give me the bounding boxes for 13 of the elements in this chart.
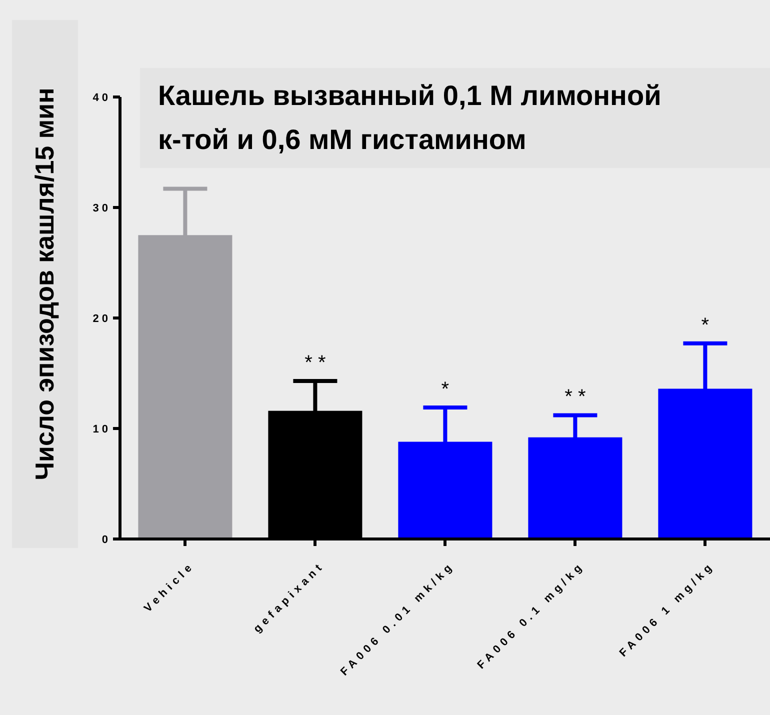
data-label: * <box>441 378 450 401</box>
y-tick-label: 10 <box>92 423 111 436</box>
data-label: * * <box>564 386 586 408</box>
y-tick-label: 0 <box>102 534 111 546</box>
y-tick-label: 20 <box>92 312 111 325</box>
y-tick-label: 40 <box>92 92 111 104</box>
chart-title: Кашель вызванный 0,1 М лимонной к-той и 0,6 мМ гистамином <box>158 79 662 157</box>
y-tick-label: 30 <box>92 202 111 214</box>
title-panel: Кашель вызванный 0,1 М лимонной к-той и 0,6 мМ гистамином <box>140 68 770 168</box>
data-label: * * <box>304 352 326 374</box>
y-axis-title: Число эпизодов кашля/15 мин <box>30 88 60 480</box>
data-label: * <box>701 314 710 336</box>
label-panel: Число эпизодов кашля/15 мин <box>12 20 78 548</box>
